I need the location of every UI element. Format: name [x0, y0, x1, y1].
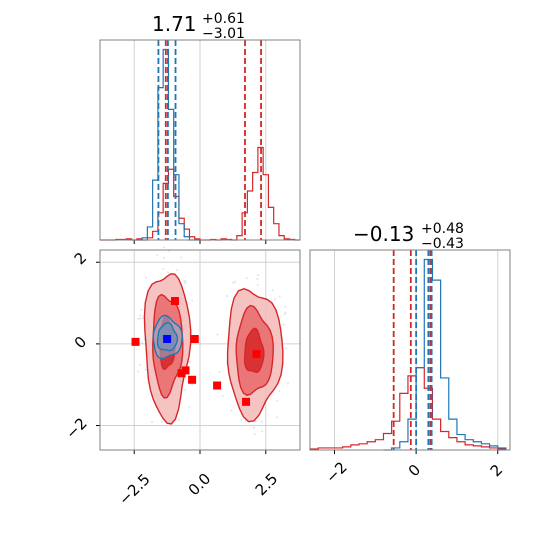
scatter-point: [218, 371, 221, 374]
scatter-point: [162, 268, 165, 271]
x-tick-labels-hist-y: −2 0 2: [322, 458, 506, 486]
scatter-point: [226, 295, 229, 298]
title-y: −0.13 +0.48 −0.43: [353, 221, 464, 252]
scatter-point: [141, 317, 144, 320]
scatter-point: [178, 418, 181, 421]
title-x: 1.71 +0.61 −3.01: [152, 11, 245, 42]
scatter-point: [234, 280, 237, 283]
scatter-point: [137, 317, 140, 320]
marker-red: [252, 350, 261, 359]
scatter-point: [137, 370, 140, 373]
title-x-sub: −3.01: [202, 26, 245, 42]
x-tick-label: −2.5: [115, 470, 153, 508]
scatter-point: [185, 280, 188, 283]
title-x-main: 1.71: [152, 12, 197, 36]
scatter-point: [167, 271, 170, 274]
scatter-point: [145, 276, 148, 279]
scatter-point: [144, 368, 147, 371]
scatter-point: [244, 419, 247, 422]
x-tick-label: 2: [487, 461, 506, 480]
scatter-point: [278, 390, 281, 393]
x-tick-labels-contour: −2.5 0.0 2.5: [115, 470, 281, 509]
scatter-point: [139, 314, 142, 317]
marker-red: [213, 381, 222, 390]
scatter-point: [253, 433, 256, 436]
marker-blue: [163, 334, 172, 343]
scatter-point: [240, 418, 243, 421]
scatter-point: [216, 333, 219, 336]
panel-frame: [99, 39, 301, 241]
title-y-main: −0.13: [353, 222, 414, 246]
scatter-point: [284, 311, 287, 314]
histogram-series-line: [309, 367, 507, 450]
scatter-point: [283, 313, 286, 316]
title-x-sup: +0.61: [202, 11, 245, 27]
scatter-point: [257, 273, 260, 276]
scatter-point: [175, 269, 178, 272]
scatter-point: [278, 295, 281, 298]
scatter-point: [188, 361, 191, 364]
x-tick-label: 0: [405, 461, 424, 480]
marker-red: [242, 397, 251, 406]
y-tick-label: −2: [62, 414, 90, 442]
x-tick-label: 0.0: [185, 470, 215, 500]
scatter-point: [184, 282, 187, 285]
histogram-series-line: [383, 258, 507, 451]
panel-frame: [99, 249, 301, 451]
y-tick-label: 0: [71, 333, 90, 352]
scatter-point: [191, 383, 194, 386]
marker-red: [188, 375, 197, 384]
scatter-point: [221, 395, 224, 398]
x-tick-label: −2: [322, 458, 350, 486]
scatter-point: [253, 426, 256, 429]
marker-red: [177, 369, 186, 378]
scatter-point: [230, 409, 233, 412]
title-y-sup: +0.48: [421, 221, 464, 237]
panel-contour-xy: [96, 246, 301, 454]
scatter-point: [282, 323, 285, 326]
panel-hist-x: [99, 39, 301, 244]
scatter-point: [256, 278, 259, 281]
scatter-point: [274, 298, 277, 301]
scatter-point: [276, 416, 279, 419]
marker-red: [131, 337, 140, 346]
scatter-point: [139, 363, 142, 366]
scatter-point: [256, 283, 259, 286]
scatter-point: [180, 256, 183, 259]
title-y-sub: −0.43: [421, 236, 464, 252]
marker-red: [190, 334, 199, 343]
panel-frame: [309, 249, 511, 451]
scatter-point: [163, 246, 166, 249]
scatter-point: [183, 279, 186, 282]
scatter-point: [276, 399, 279, 402]
scatter-point: [161, 420, 164, 423]
scatter-point: [284, 305, 287, 308]
x-tick-label: 2.5: [252, 470, 282, 500]
scatter-point: [162, 256, 165, 259]
scatter-point: [260, 420, 263, 423]
y-tick-label: 2: [71, 249, 90, 268]
scatter-point: [188, 405, 191, 408]
scatter-point: [140, 308, 143, 311]
panel-hist-y: [309, 249, 511, 454]
scatter-point: [191, 299, 194, 302]
scatter-point: [271, 289, 274, 292]
scatter-point: [140, 341, 143, 344]
scatter-point: [231, 281, 234, 284]
y-tick-labels-contour: 2 0 −2: [62, 249, 90, 443]
scatter-point: [245, 277, 248, 280]
scatter-point: [287, 382, 290, 385]
marker-red: [171, 297, 179, 306]
scatter-point: [138, 317, 141, 320]
scatter-point: [285, 347, 288, 350]
scatter-point: [184, 389, 187, 392]
scatter-point: [151, 421, 154, 424]
scatter-point: [156, 254, 159, 257]
scatter-point: [261, 430, 264, 433]
